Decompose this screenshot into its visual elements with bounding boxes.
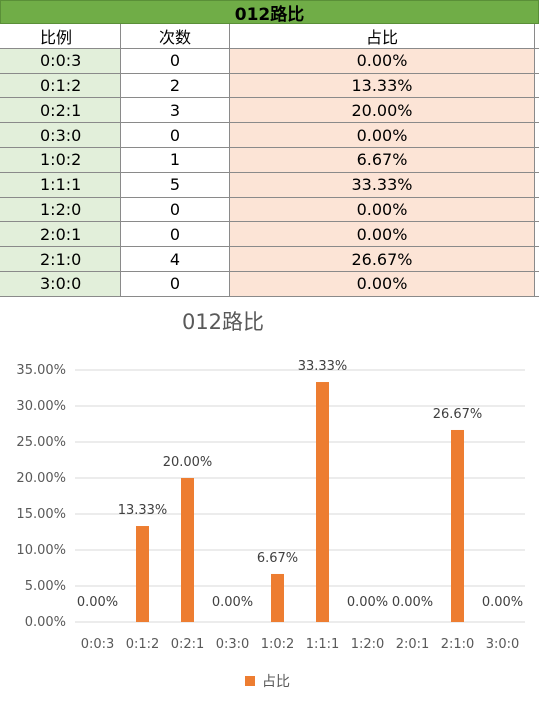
extra-cell[interactable] [535, 172, 539, 198]
y-tick-label: 10.00% [16, 543, 66, 558]
count-cell[interactable]: 1 [121, 147, 230, 173]
header-extra-cell[interactable] [535, 24, 539, 49]
extra-cell[interactable] [535, 48, 539, 74]
extra-cell[interactable] [535, 123, 539, 148]
share-cell[interactable]: 26.67% [230, 247, 535, 272]
share-cell[interactable]: 13.33% [230, 73, 535, 99]
x-tick-label: 0:1:2 [126, 637, 160, 652]
extra-cell[interactable] [535, 271, 539, 297]
data-label: 26.67% [433, 407, 483, 422]
x-tick-label: 2:0:1 [396, 637, 430, 652]
share-cell[interactable]: 20.00% [230, 98, 535, 124]
y-tick-label: 20.00% [16, 471, 66, 486]
share-cell[interactable]: 0.00% [230, 222, 535, 248]
y-tick-label: 25.00% [16, 435, 66, 450]
header-share[interactable]: 占比 [230, 24, 535, 49]
ratio-cell[interactable]: 1:0:2 [0, 147, 121, 173]
x-tick-label: 0:2:1 [171, 637, 205, 652]
count-cell[interactable]: 4 [121, 247, 230, 272]
ratio-cell[interactable]: 3:0:0 [0, 271, 121, 297]
extra-cell[interactable] [535, 197, 539, 223]
x-tick-label: 1:2:0 [351, 637, 385, 652]
data-label: 33.33% [298, 359, 348, 374]
table-row: 2:0:1 0 0.00% [0, 222, 539, 248]
ratio-cell[interactable]: 0:2:1 [0, 98, 121, 124]
y-tick-label: 0.00% [25, 615, 66, 630]
count-cell[interactable]: 3 [121, 98, 230, 124]
extra-cell[interactable] [535, 222, 539, 248]
count-cell[interactable]: 0 [121, 123, 230, 148]
chart-title: 012路比 [182, 310, 264, 334]
x-tick-label: 1:1:1 [306, 637, 340, 652]
count-cell[interactable]: 5 [121, 172, 230, 198]
data-label: 13.33% [118, 503, 168, 518]
x-tick-label: 0:0:3 [81, 637, 115, 652]
data-label: 0.00% [392, 595, 433, 610]
bar-chart: 012路比 0.00% 5.00% 10.00% 15.00% 20.00% 25.00% 3… [0, 299, 539, 701]
ratio-cell[interactable]: 2:1:0 [0, 247, 121, 272]
header-row: 比例 次数 占比 [0, 24, 539, 49]
extra-cell[interactable] [535, 73, 539, 99]
table-row: 0:3:0 0 0.00% [0, 123, 539, 148]
share-cell[interactable]: 0.00% [230, 197, 535, 223]
extra-cell[interactable] [535, 98, 539, 124]
bar [181, 478, 194, 622]
data-label: 0.00% [347, 595, 388, 610]
count-cell[interactable]: 0 [121, 48, 230, 74]
y-tick-label: 15.00% [16, 507, 66, 522]
data-label: 0.00% [77, 595, 118, 610]
data-label: 0.00% [482, 595, 523, 610]
x-tick-label: 0:3:0 [216, 637, 250, 652]
sheet-title[interactable]: 012路比 [0, 0, 539, 25]
y-tick-label: 30.00% [16, 399, 66, 414]
bar [271, 573, 284, 622]
share-cell[interactable]: 0.00% [230, 48, 535, 74]
data-label: 6.67% [257, 551, 298, 566]
share-cell[interactable]: 6.67% [230, 147, 535, 173]
header-count[interactable]: 次数 [121, 24, 230, 49]
data-label: 0.00% [212, 595, 253, 610]
ratio-cell[interactable]: 0:1:2 [0, 73, 121, 99]
table-row: 3:0:0 0 0.00% [0, 271, 539, 297]
count-cell[interactable]: 0 [121, 222, 230, 248]
x-tick-label: 1:0:2 [261, 637, 295, 652]
table-row: 1:1:1 5 33.33% [0, 172, 539, 198]
count-cell[interactable]: 2 [121, 73, 230, 99]
x-tick-label: 3:0:0 [486, 637, 520, 652]
count-cell[interactable]: 0 [121, 271, 230, 297]
extra-cell[interactable] [535, 147, 539, 173]
table-row: 0:2:1 3 20.00% [0, 98, 539, 124]
table-body: 0:0:3 0 0.00% 0:1:2 2 13.33% 0:2:1 3 20.00% 0:3:0… [0, 48, 539, 297]
ratio-cell[interactable]: 1:1:1 [0, 172, 121, 198]
bar [451, 429, 464, 622]
x-tick-label: 2:1:0 [441, 637, 475, 652]
legend-label: 占比 [262, 674, 290, 690]
count-cell[interactable]: 0 [121, 197, 230, 223]
data-label: 20.00% [163, 455, 213, 470]
share-cell[interactable]: 0.00% [230, 123, 535, 148]
share-cell[interactable]: 0.00% [230, 271, 535, 297]
y-tick-label: 5.00% [25, 579, 66, 594]
table-row: 1:0:2 1 6.67% [0, 147, 539, 173]
table-row: 0:0:3 0 0.00% [0, 48, 539, 74]
y-tick-label: 35.00% [16, 363, 66, 378]
table-row: 1:2:0 0 0.00% [0, 197, 539, 223]
chart-canvas: 012路比 0.00% 5.00% 10.00% 15.00% 20.00% 25.00% 3… [16, 310, 525, 690]
ratio-cell[interactable]: 0:3:0 [0, 123, 121, 148]
header-ratio[interactable]: 比例 [0, 24, 121, 49]
share-cell[interactable]: 33.33% [230, 172, 535, 198]
ratio-cell[interactable]: 1:2:0 [0, 197, 121, 223]
extra-cell[interactable] [535, 247, 539, 272]
legend-swatch [245, 676, 255, 686]
ratio-cell[interactable]: 2:0:1 [0, 222, 121, 248]
bar [316, 382, 329, 622]
spreadsheet: 012路比 比例 次数 占比 0:0:3 0 0.00% 0:1:2 2 13.33% 0:… [0, 0, 539, 297]
bar [136, 526, 149, 622]
table-row: 0:1:2 2 13.33% [0, 73, 539, 99]
table-row: 2:1:0 4 26.67% [0, 247, 539, 272]
ratio-cell[interactable]: 0:0:3 [0, 48, 121, 74]
